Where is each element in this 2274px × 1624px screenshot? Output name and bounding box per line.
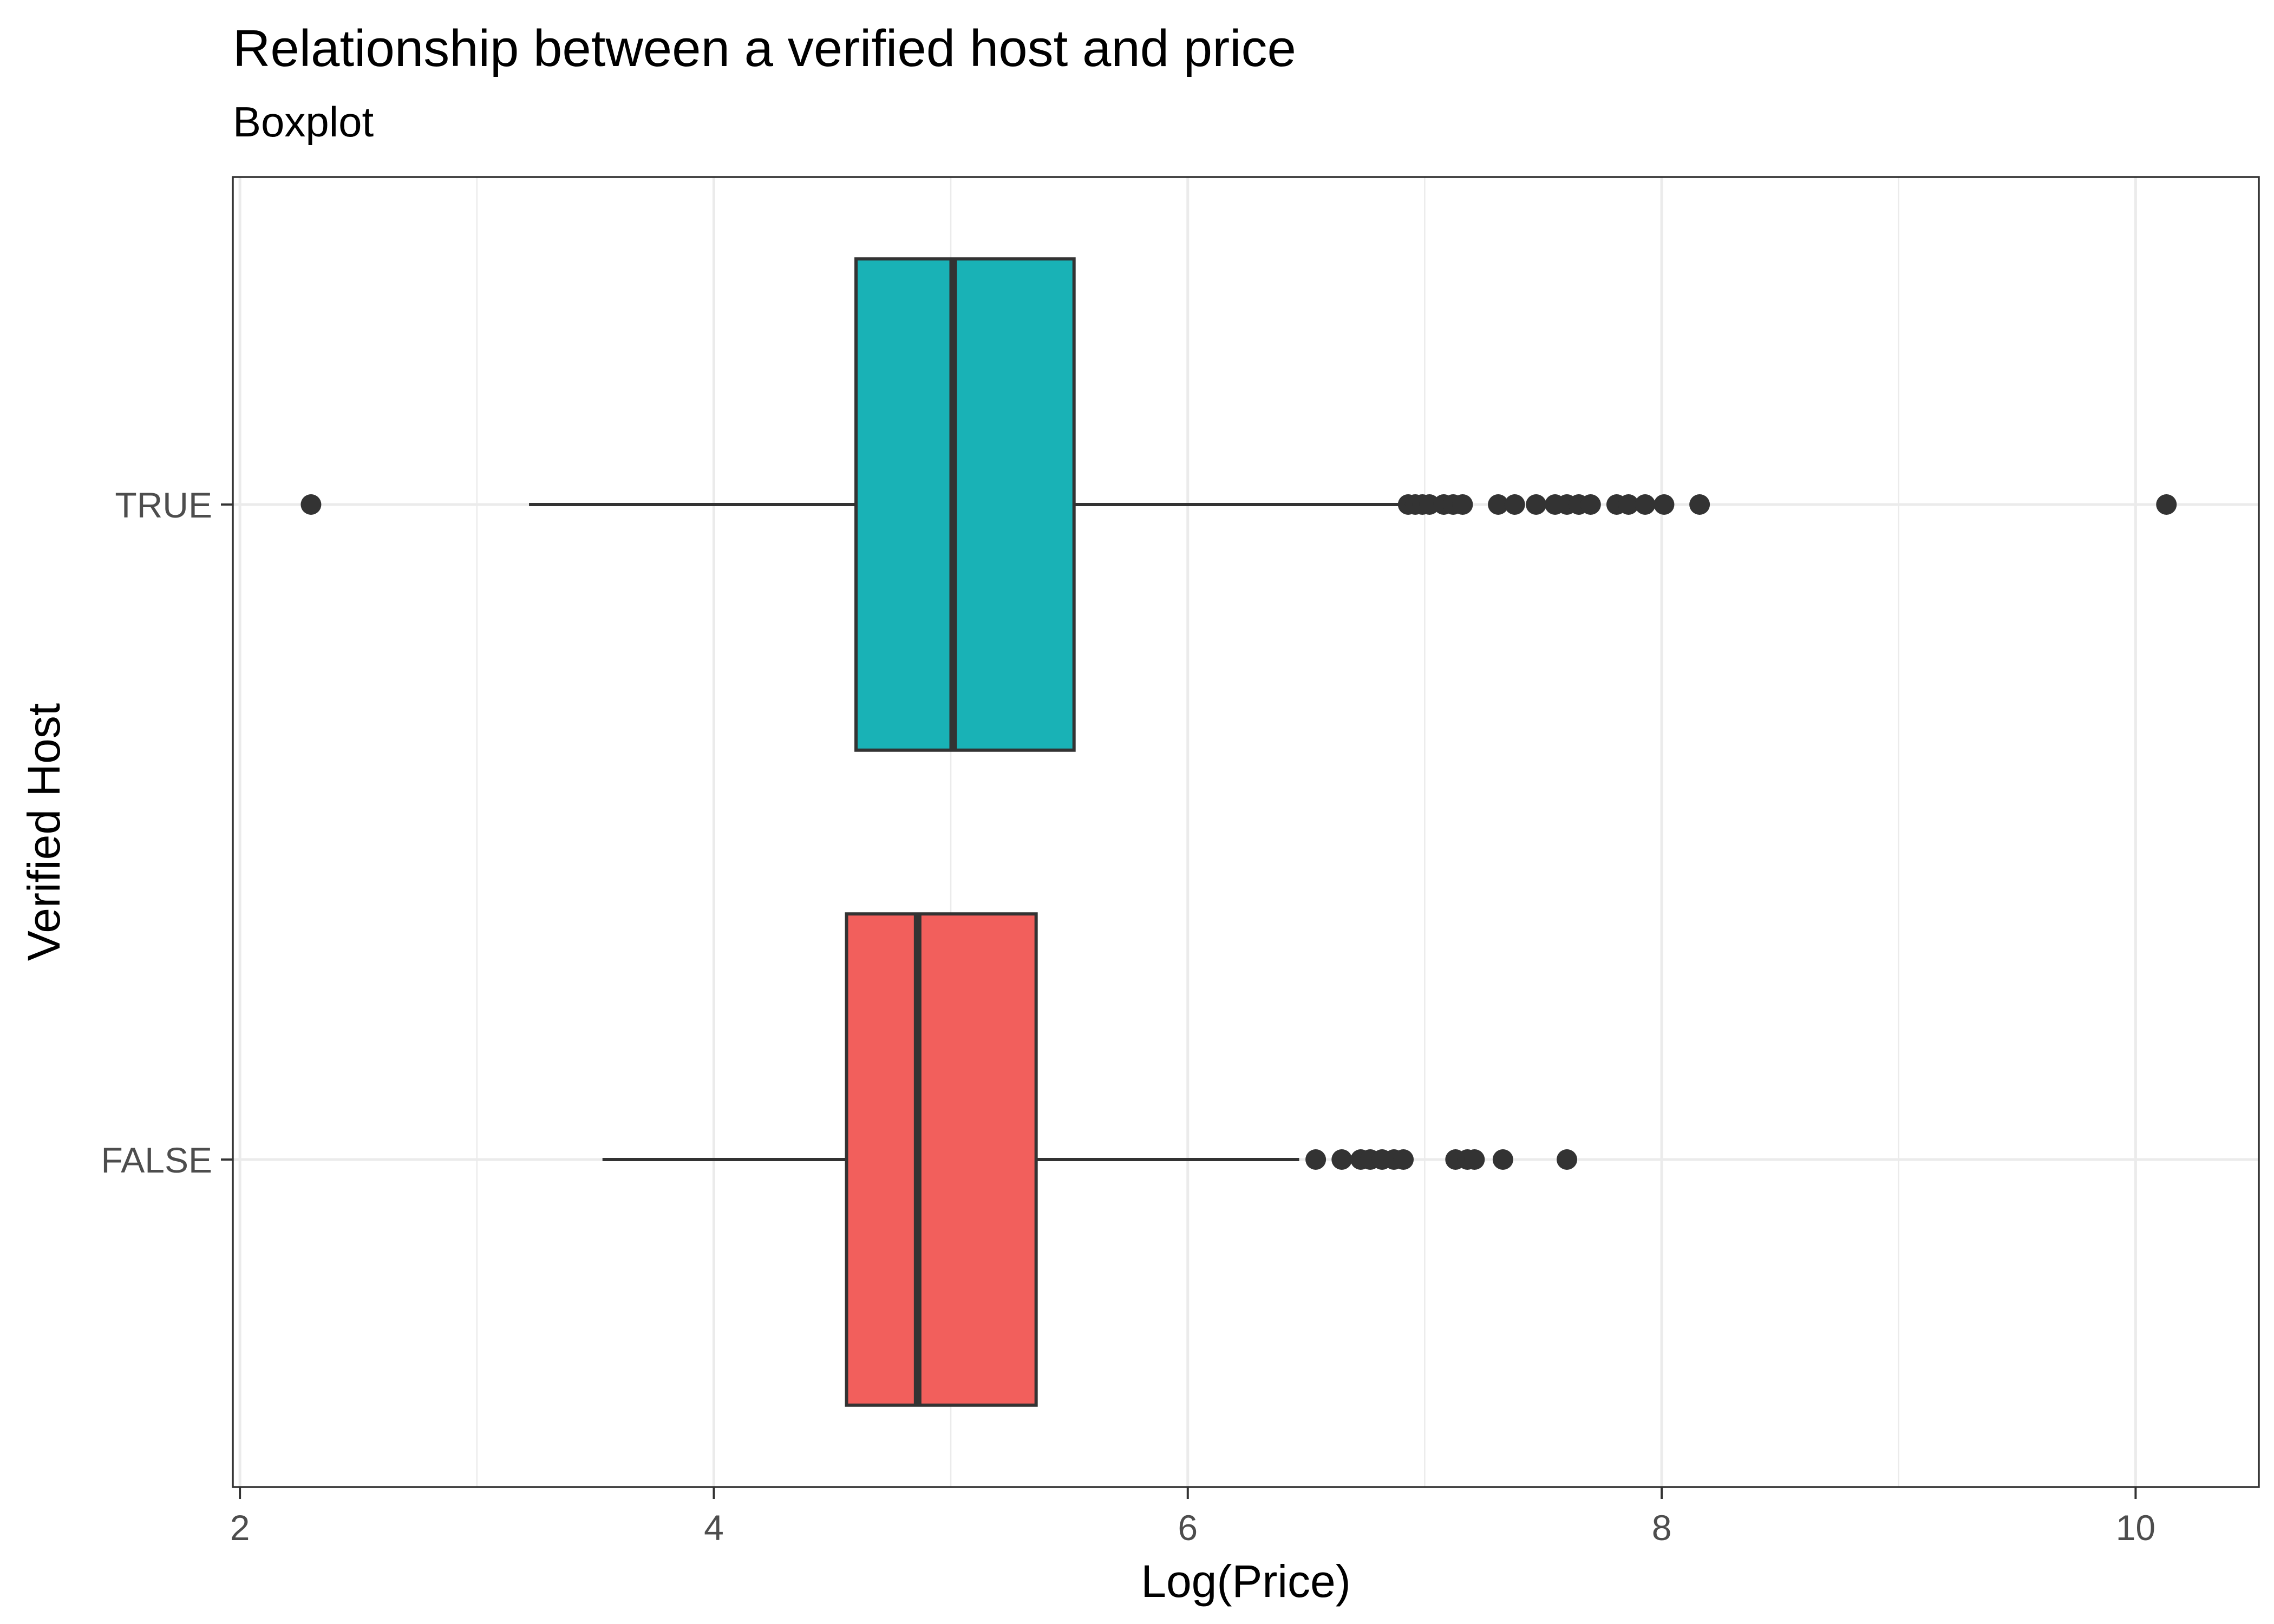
plot-border <box>232 176 2260 1488</box>
boxes <box>300 257 2177 1407</box>
outlier-point <box>1504 494 1525 515</box>
box-false <box>845 912 1038 1407</box>
outlier-point <box>1393 1149 1414 1170</box>
chart-subtitle: Boxplot <box>233 98 374 146</box>
y-tick-label: FALSE <box>101 1140 212 1180</box>
outlier-point <box>1654 494 1675 515</box>
x-tick-label: 6 <box>1178 1508 1198 1548</box>
outlier-point <box>1689 494 1710 515</box>
outlier-point <box>1526 494 1547 515</box>
outlier-point <box>1464 1149 1485 1170</box>
y-tick-label: TRUE <box>115 485 212 525</box>
x-axis-title: Log(Price) <box>1141 1556 1350 1607</box>
outlier-point <box>1305 1149 1327 1170</box>
outlier-point <box>1488 494 1509 515</box>
outlier-point <box>1492 1149 1513 1170</box>
outlier-point <box>1557 1149 1578 1170</box>
outlier-point <box>1580 494 1601 515</box>
x-tick-label: 4 <box>704 1508 724 1548</box>
outlier-point <box>1452 494 1473 515</box>
plot-panel <box>233 177 2259 1487</box>
y-axis-title: Verified Host <box>18 703 69 961</box>
outlier-point <box>1635 494 1656 515</box>
outlier-point <box>300 494 322 515</box>
gridlines <box>233 177 2259 1487</box>
box-true <box>854 257 1076 752</box>
x-tick-label: 2 <box>230 1508 250 1548</box>
axes: 2 4 6 8 10 TRUE FALSE <box>101 485 2156 1548</box>
x-tick-label: 10 <box>2116 1508 2155 1548</box>
outlier-point <box>1618 494 1639 515</box>
x-tick-label: 8 <box>1652 1508 1672 1548</box>
outlier-point <box>1331 1149 1352 1170</box>
outlier-point <box>1419 494 1440 515</box>
chart-title: Relationship between a verified host and… <box>233 19 1296 77</box>
outlier-point <box>2156 494 2177 515</box>
